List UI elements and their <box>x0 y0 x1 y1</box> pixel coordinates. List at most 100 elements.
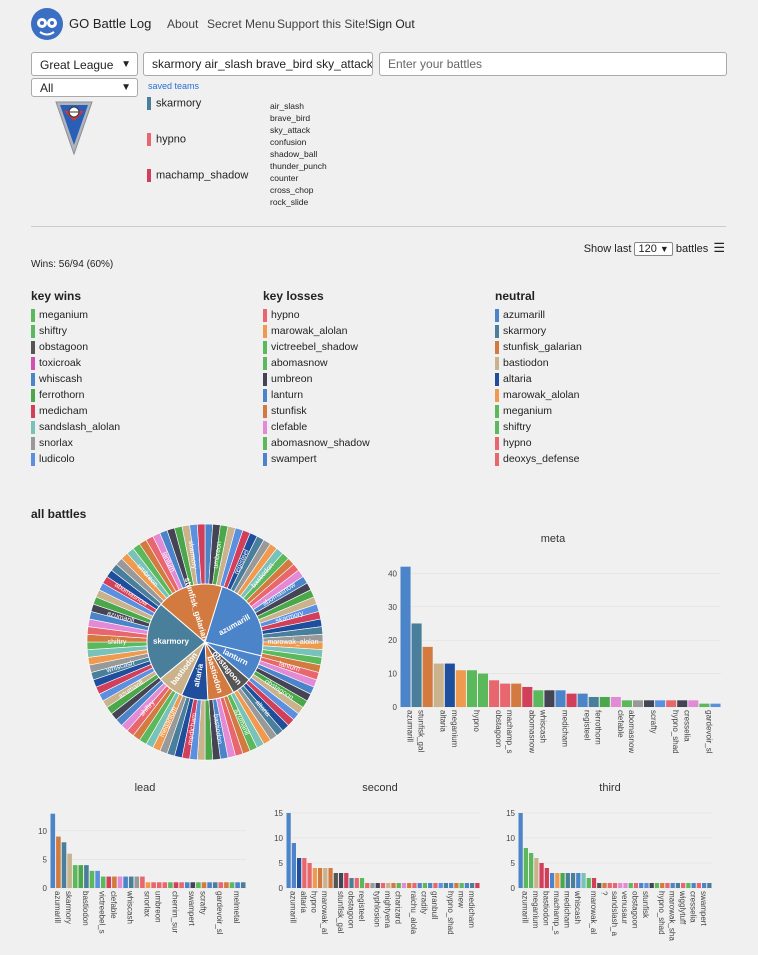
bar[interactable] <box>560 873 565 888</box>
menu-icon[interactable]: ☰ <box>713 240 725 255</box>
bar[interactable] <box>459 883 464 888</box>
bar[interactable] <box>644 883 649 888</box>
bar[interactable] <box>240 882 246 888</box>
bar[interactable] <box>307 863 312 888</box>
bar[interactable] <box>328 868 333 888</box>
bar[interactable] <box>61 842 67 888</box>
bar[interactable] <box>412 883 417 888</box>
bar[interactable] <box>375 883 380 888</box>
bar[interactable] <box>612 883 618 888</box>
bar[interactable] <box>628 883 633 888</box>
key-win-item[interactable]: snorlax <box>31 436 231 452</box>
key-loss-item[interactable]: abomasnow_shadow <box>263 436 463 452</box>
key-win-item[interactable]: meganium <box>31 308 231 324</box>
bar[interactable] <box>380 883 386 888</box>
bar[interactable] <box>72 865 78 888</box>
bar[interactable] <box>666 700 677 707</box>
bar[interactable] <box>396 883 401 888</box>
bar[interactable] <box>422 883 428 888</box>
sunburst-inner-segment[interactable] <box>160 583 223 643</box>
bar[interactable] <box>134 876 140 888</box>
key-loss-item[interactable]: swampert <box>263 452 463 468</box>
bar[interactable] <box>470 883 475 888</box>
show-last-select[interactable]: 120 ▼ <box>634 242 673 256</box>
bar[interactable] <box>565 873 570 888</box>
key-loss-item[interactable]: hypno <box>263 308 463 324</box>
bar[interactable] <box>173 882 179 888</box>
key-win-item[interactable]: toxicroak <box>31 356 231 372</box>
bar[interactable] <box>677 700 688 707</box>
bar[interactable] <box>518 813 523 888</box>
bar[interactable] <box>344 873 349 888</box>
bar[interactable] <box>621 700 632 707</box>
bar[interactable] <box>528 853 534 888</box>
bar[interactable] <box>566 693 577 707</box>
key-win-item[interactable]: sandslash_alolan <box>31 420 231 436</box>
bar[interactable] <box>649 883 654 888</box>
neutral-item[interactable]: hypno <box>495 436 695 452</box>
bar[interactable] <box>710 703 721 707</box>
bar[interactable] <box>639 883 644 888</box>
bar[interactable] <box>286 813 291 888</box>
bar[interactable] <box>464 883 470 888</box>
bar[interactable] <box>665 883 670 888</box>
bar[interactable] <box>688 700 699 707</box>
bar[interactable] <box>544 690 555 707</box>
bar[interactable] <box>523 848 528 888</box>
bar[interactable] <box>95 870 100 888</box>
bar[interactable] <box>112 876 117 888</box>
bar[interactable] <box>591 878 597 888</box>
bar[interactable] <box>196 882 201 888</box>
bar[interactable] <box>655 700 666 707</box>
bar[interactable] <box>338 873 344 888</box>
neutral-item[interactable]: bastiodon <box>495 356 695 372</box>
bar[interactable] <box>599 696 610 707</box>
bar[interactable] <box>466 670 477 707</box>
bar[interactable] <box>207 882 212 888</box>
bar[interactable] <box>500 683 511 707</box>
bar[interactable] <box>123 876 128 888</box>
bar[interactable] <box>586 878 591 888</box>
team-input[interactable]: skarmory air_slash brave_bird sky_attack… <box>143 52 373 76</box>
bar[interactable] <box>576 873 581 888</box>
bar[interactable] <box>78 865 84 888</box>
bar[interactable] <box>365 883 370 888</box>
neutral-item[interactable]: marowak_alolan <box>495 388 695 404</box>
all-battles-sunburst[interactable]: azumarilllanturnobstagoonbastiodonaltari… <box>85 522 325 762</box>
key-win-item[interactable]: medicham <box>31 404 231 420</box>
bar[interactable] <box>654 883 660 888</box>
nav-about[interactable]: About <box>167 17 199 31</box>
bar[interactable] <box>145 882 151 888</box>
bar[interactable] <box>632 700 644 707</box>
bar[interactable] <box>162 882 168 888</box>
bar[interactable] <box>597 883 602 888</box>
bar[interactable] <box>707 883 712 888</box>
bar[interactable] <box>323 868 328 888</box>
bar[interactable] <box>386 883 391 888</box>
bar[interactable] <box>56 836 61 888</box>
bar[interactable] <box>151 882 156 888</box>
bar[interactable] <box>522 686 533 707</box>
bar[interactable] <box>539 863 544 888</box>
nav-sign-out[interactable]: Sign Out <box>368 17 415 31</box>
bar[interactable] <box>128 876 134 888</box>
bar[interactable] <box>229 882 235 888</box>
bar[interactable] <box>407 883 412 888</box>
bar[interactable] <box>455 670 466 707</box>
bar[interactable] <box>428 883 433 888</box>
bar[interactable] <box>555 873 560 888</box>
bar[interactable] <box>190 882 196 888</box>
key-win-item[interactable]: shiftry <box>31 324 231 340</box>
bar[interactable] <box>438 883 443 888</box>
bar[interactable] <box>699 703 710 707</box>
bar[interactable] <box>168 882 173 888</box>
bar[interactable] <box>106 876 112 888</box>
neutral-item[interactable]: meganium <box>495 404 695 420</box>
bar[interactable] <box>370 883 375 888</box>
bar[interactable] <box>449 883 454 888</box>
bar[interactable] <box>454 883 459 888</box>
bar[interactable] <box>489 680 500 707</box>
league-select[interactable]: Great League ▼ <box>31 52 138 76</box>
neutral-item[interactable]: deoxys_defense <box>495 452 695 468</box>
bar[interactable] <box>675 883 681 888</box>
